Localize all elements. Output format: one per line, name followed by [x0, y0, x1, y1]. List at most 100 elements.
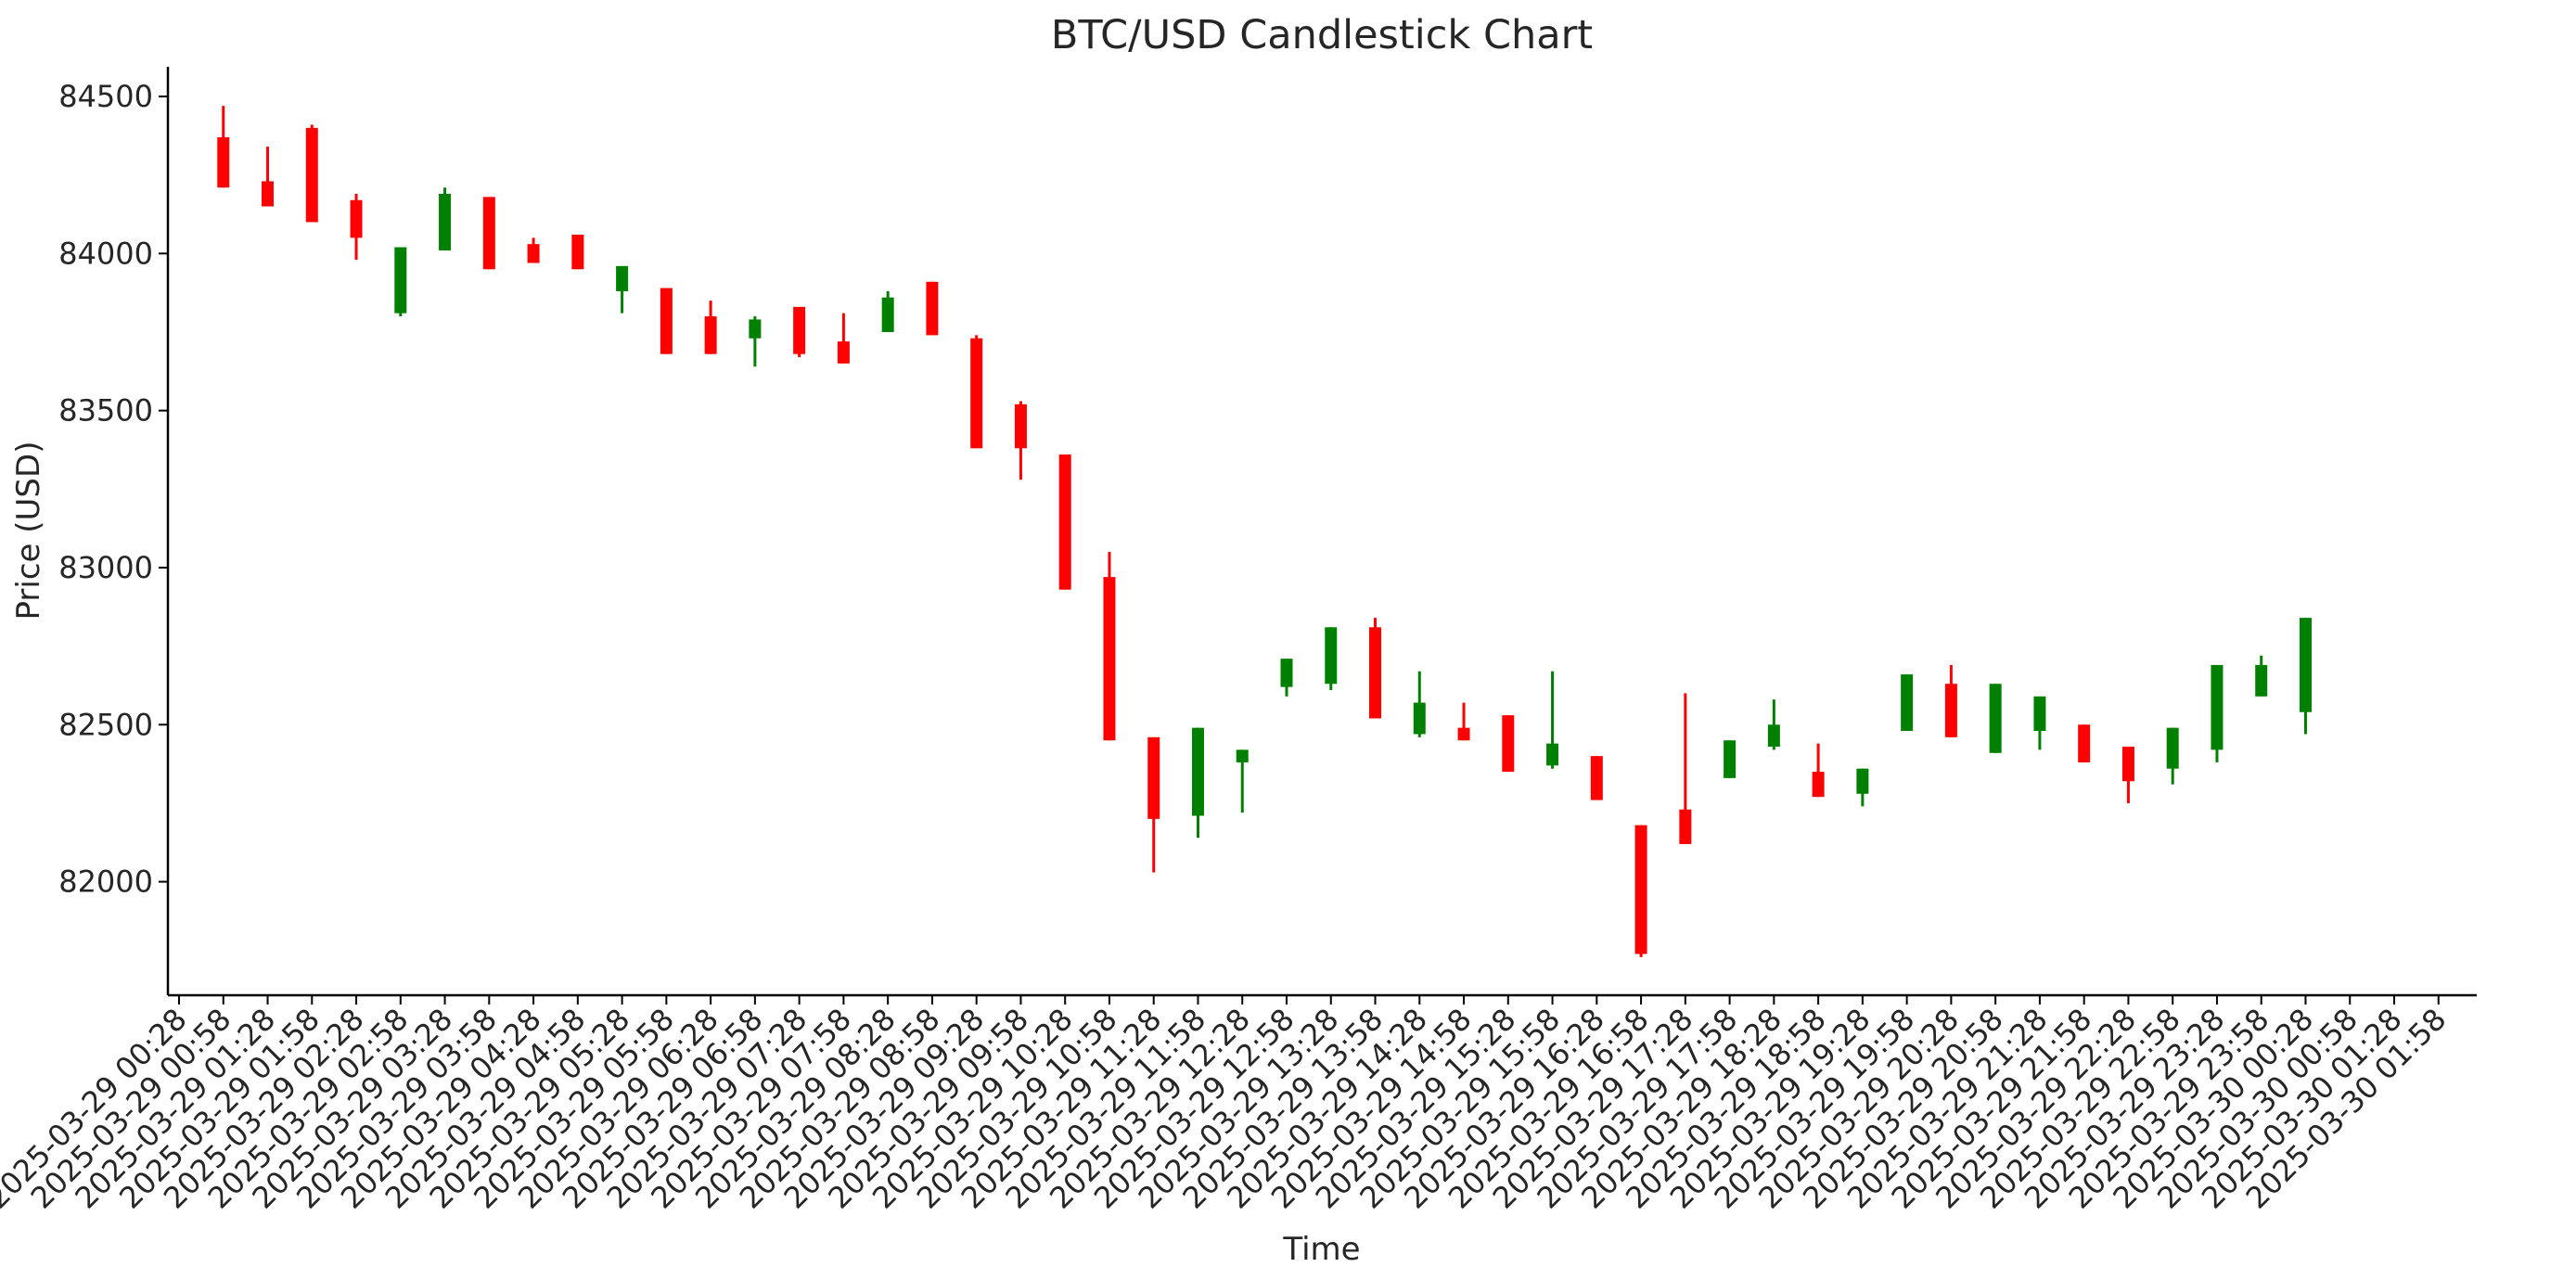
candle: [1147, 736, 1160, 873]
candle: [660, 288, 673, 354]
candle: [704, 301, 717, 354]
candle: [1724, 740, 1737, 778]
candle-body-up: [1856, 768, 1869, 794]
candle-body-down: [482, 197, 495, 270]
candle-body-down: [571, 235, 584, 270]
candle-body-down: [1103, 577, 1116, 741]
candle: [1103, 552, 1116, 741]
candle-body-up: [1191, 727, 1204, 816]
candle: [1369, 618, 1382, 719]
candle-body-down: [1590, 756, 1603, 800]
candle: [305, 124, 318, 223]
y-tick-label: 84500: [58, 79, 153, 114]
candle-body-down: [837, 341, 850, 364]
candle: [1590, 756, 1603, 800]
candle-body-down: [1634, 825, 1647, 954]
candle-body-up: [2299, 618, 2312, 712]
y-tick-label: 84000: [58, 236, 153, 271]
candle: [1944, 664, 1957, 737]
candle: [217, 106, 230, 188]
candle-body-down: [970, 338, 983, 449]
candle: [749, 316, 762, 367]
candle: [1767, 699, 1780, 750]
candle-body-down: [1679, 809, 1692, 844]
candle-body-up: [1989, 684, 2002, 753]
candle-body-down: [926, 281, 939, 336]
candle-body-up: [2033, 696, 2046, 732]
candle: [482, 197, 495, 270]
candle: [926, 281, 939, 336]
candle: [1280, 659, 1293, 697]
candle: [1413, 671, 1426, 737]
candle: [1546, 671, 1559, 769]
candle-body-down: [704, 316, 717, 354]
candle-body-down: [217, 137, 230, 188]
candle: [1679, 693, 1692, 844]
candle: [1058, 454, 1071, 590]
candle-body-up: [1413, 702, 1426, 735]
candle-body-up: [394, 247, 407, 314]
candle: [1014, 401, 1027, 480]
y-axis-label: Price (USD): [10, 442, 47, 621]
candle: [1502, 715, 1515, 773]
y-ticks: 82000 82500 83000 83500 84000 84500: [58, 79, 168, 900]
candle: [527, 237, 540, 263]
candle-body-down: [262, 181, 275, 207]
candle-body-up: [2255, 664, 2268, 697]
candle: [881, 290, 894, 332]
candles-layer: [217, 106, 2312, 957]
axes-layer: [166, 67, 2477, 997]
candle: [1236, 749, 1249, 813]
candle: [837, 313, 850, 364]
candle-body-down: [1944, 684, 1957, 737]
candle: [970, 335, 983, 449]
candle: [2121, 746, 2134, 803]
y-tick-label: 82500: [58, 707, 153, 742]
candle-body-down: [1812, 772, 1825, 798]
candle: [1901, 674, 1914, 732]
candle-body-down: [1369, 627, 1382, 719]
candle-body-down: [2121, 746, 2134, 782]
candle-body-up: [616, 265, 629, 291]
candle-body-down: [305, 127, 318, 223]
y-tick-label: 83000: [58, 550, 153, 585]
candle-body-down: [793, 306, 806, 354]
candle-body-up: [749, 319, 762, 339]
candle-body-down: [1147, 736, 1160, 819]
candle: [1325, 627, 1338, 691]
candle: [2255, 655, 2268, 697]
candle: [439, 187, 452, 250]
candle: [2033, 696, 2046, 750]
candle-body-down: [1502, 715, 1515, 773]
candle: [262, 147, 275, 207]
candle-body-down: [527, 244, 540, 263]
candle-body-up: [881, 297, 894, 332]
candle-body-up: [1280, 659, 1293, 687]
candle: [1812, 743, 1825, 798]
chart-title: BTC/USD Candlestick Chart: [1051, 12, 1593, 58]
candle-body-up: [1767, 724, 1780, 747]
candle-body-up: [1901, 674, 1914, 732]
candle-body-down: [1058, 454, 1071, 590]
candle-body-up: [1724, 740, 1737, 778]
candle-body-up: [1546, 743, 1559, 766]
candle-body-up: [2166, 727, 2179, 769]
candle-body-down: [1457, 727, 1470, 741]
candle: [2166, 727, 2179, 785]
candle-body-down: [2078, 724, 2091, 762]
candle: [1634, 825, 1647, 957]
candle: [571, 235, 584, 270]
candle: [616, 265, 629, 314]
candle: [394, 247, 407, 317]
candle: [793, 306, 806, 358]
candle-body-down: [1014, 403, 1027, 449]
candle: [1989, 684, 2002, 753]
candle-body-up: [439, 193, 452, 250]
candle: [1191, 727, 1204, 838]
candle: [350, 193, 363, 261]
candle: [2299, 618, 2312, 735]
y-tick-label: 83500: [58, 393, 153, 429]
